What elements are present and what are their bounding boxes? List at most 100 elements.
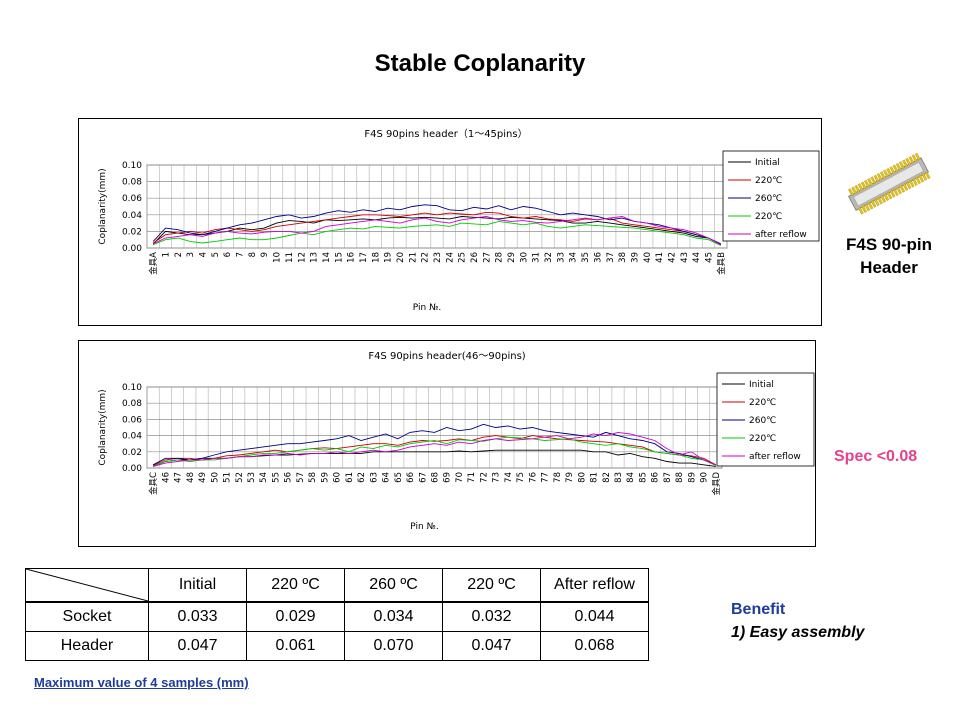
x-tick-label: 16: [347, 252, 357, 263]
x-tick-label: 15: [334, 252, 344, 263]
x-tick-label: 38: [618, 252, 628, 263]
connector-pin: [895, 163, 902, 171]
product-label-line1: F4S 90-pin: [846, 235, 932, 254]
legend-entry: 260℃: [755, 194, 782, 204]
table-cell: 0.029: [246, 601, 345, 632]
x-tick-label: 74: [504, 472, 514, 483]
table-row-label: Socket: [25, 601, 149, 632]
legend-entry: after reflow: [749, 452, 801, 462]
product-panel: F4S 90-pin Header: [828, 150, 950, 279]
x-tick-label: 45: [704, 252, 714, 263]
connector-pin: [857, 183, 864, 191]
x-tick-label: 55: [271, 472, 281, 483]
chart-title: F4S 90pins header（1～45pins）: [364, 128, 527, 140]
connector-pin: [877, 196, 883, 205]
product-label-line2: Header: [860, 258, 918, 277]
connector-pin: [902, 159, 908, 168]
connector-pin: [851, 186, 858, 195]
x-tick-label: 41: [655, 252, 665, 263]
x-tick-label: 76: [528, 472, 538, 483]
x-tick-label: 13: [310, 252, 320, 263]
x-tick-label: 金具C: [148, 472, 159, 495]
diagonal-line: [26, 569, 148, 601]
x-tick-label: 54: [259, 472, 269, 483]
x-tick-label: 21: [408, 252, 418, 263]
x-tick-label: 81: [590, 472, 600, 483]
x-tick-label: 29: [507, 252, 517, 263]
legend-entry: 220℃: [749, 398, 776, 408]
legend-entry: Initial: [755, 158, 780, 168]
x-tick-label: 71: [467, 472, 477, 483]
x-tick-label: 69: [443, 472, 453, 483]
series-line-1: [152, 216, 722, 246]
table-header-row: Initial 220 ºC 260 ºC 220 ºC After reflo…: [25, 568, 649, 603]
x-tick-label: 79: [565, 472, 575, 483]
x-tick-label: 51: [223, 472, 233, 483]
connector-pin: [905, 181, 912, 190]
x-tick-label: 59: [320, 472, 330, 483]
connector-pin: [915, 176, 921, 185]
x-tick-label: 24: [445, 252, 455, 263]
connector-pin: [880, 195, 886, 203]
connector-pin: [883, 169, 889, 178]
series-line-3: [152, 204, 721, 245]
x-axis-label: Pin №.: [413, 303, 442, 313]
connector-pin: [864, 203, 871, 212]
connector-pin: [886, 191, 893, 200]
connector-pin: [892, 164, 899, 173]
footnote-link[interactable]: Maximum value of 4 samples (mm): [34, 675, 249, 690]
x-tick-label: 53: [247, 472, 257, 483]
table-cell: 0.033: [148, 601, 247, 632]
legend-entry: after reflow: [755, 230, 807, 240]
table-cell: 0.070: [344, 631, 443, 661]
x-axis-label: Pin №.: [410, 522, 439, 532]
y-tick-label: 0.10: [122, 383, 142, 393]
x-tick-label: 1: [162, 252, 172, 257]
connector-pin: [911, 154, 918, 163]
x-tick-label: 68: [431, 472, 441, 483]
connector-pin: [876, 173, 883, 181]
x-tick-label: 18: [371, 252, 381, 263]
legend-entry: 220℃: [755, 176, 782, 186]
x-tick-label: 70: [455, 472, 465, 483]
x-tick-label: 金具A: [148, 252, 159, 275]
x-tick-label: 2: [174, 252, 184, 257]
x-tick-label: 46: [161, 472, 171, 483]
y-tick-label: 0.06: [122, 194, 142, 204]
connector-pin: [861, 205, 867, 213]
x-tick-label: 90: [700, 472, 710, 483]
x-tick-label: 89: [687, 472, 697, 483]
legend-entry: 220℃: [755, 212, 782, 222]
x-tick-label: 10: [273, 252, 283, 263]
connector-pin: [870, 200, 877, 208]
product-label: F4S 90-pin Header: [828, 233, 950, 279]
y-tick-label: 0.02: [122, 448, 142, 458]
connector-pin: [902, 183, 909, 191]
table-header-cell: 260 ºC: [344, 568, 443, 603]
x-tick-label: 64: [382, 472, 392, 483]
x-tick-label: 84: [626, 472, 636, 483]
x-tick-label: 39: [630, 252, 640, 263]
table-cell: 0.047: [442, 631, 541, 661]
x-tick-label: 61: [345, 472, 355, 483]
table-header-cell: 220 ºC: [246, 568, 345, 603]
x-tick-label: 28: [495, 252, 505, 263]
benefit-title: Benefit: [731, 601, 786, 618]
x-tick-label: 36: [593, 252, 603, 263]
connector-pin: [918, 174, 925, 183]
series-line-5: [152, 431, 717, 467]
x-tick-label: 33: [556, 252, 566, 263]
chart-pins-1-45: F4S 90pins header（1～45pins） 0.10 0.08 0.06 0…: [78, 118, 822, 326]
x-tick-label: 17: [359, 252, 369, 263]
x-tick-label: 63: [369, 472, 379, 483]
y-tick-label: 0.06: [122, 415, 142, 425]
connector-pin: [893, 188, 899, 196]
y-tick-label: 0.10: [122, 161, 142, 171]
connector-pin: [908, 179, 915, 188]
x-tick-label: 86: [651, 472, 661, 483]
connector-pin: [873, 198, 880, 207]
connector-pin: [889, 166, 896, 175]
connector-pin: [899, 161, 905, 169]
y-tick-label: 0.00: [122, 464, 142, 474]
x-tick-label: 35: [581, 252, 591, 263]
